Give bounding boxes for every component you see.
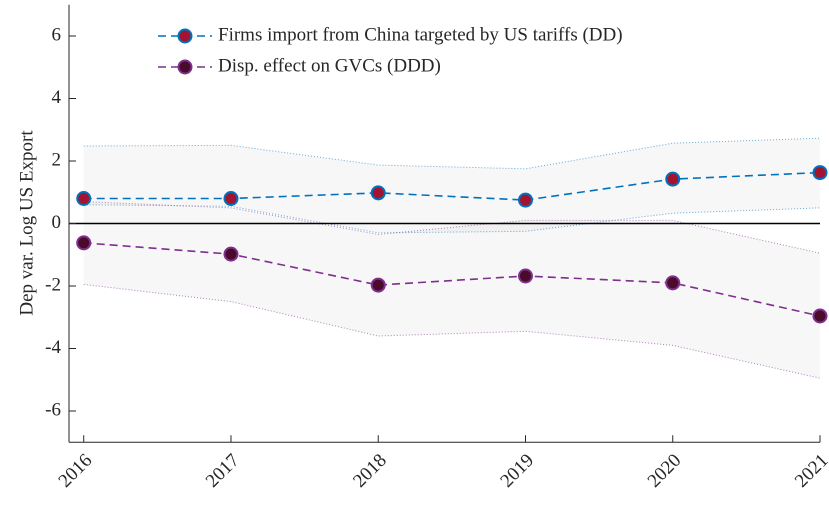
data-point: [517, 192, 533, 208]
legend-label: Firms import from China targeted by US t…: [218, 24, 623, 45]
data-point: [223, 191, 239, 206]
data-point: [812, 165, 828, 181]
data-point: [370, 277, 386, 293]
confidence-bound: [83, 283, 821, 379]
series-line: [83, 242, 821, 317]
y-tick-label: 0: [52, 212, 62, 233]
y-tick-label: 4: [52, 87, 62, 108]
data-point: [76, 235, 92, 251]
data-point: [370, 185, 386, 201]
data-point: [665, 275, 681, 291]
series-line: [83, 171, 821, 201]
x-tick-label: 2016: [55, 450, 97, 492]
y-tick-label: -6: [45, 399, 61, 420]
legend-marker: [177, 28, 193, 44]
confidence-band: [83, 201, 821, 379]
y-axis-label: Dep var. Log US Export: [16, 130, 37, 316]
data-point: [665, 171, 681, 187]
data-point: [223, 246, 239, 262]
y-tick-label: -4: [45, 337, 61, 358]
x-tick-label: 2021: [791, 450, 829, 492]
y-tick-label: 2: [52, 149, 62, 170]
confidence-bound: [83, 137, 821, 170]
y-tick-label: -2: [45, 274, 61, 295]
x-tick-label: 2018: [349, 450, 391, 492]
x-tick-label: 2019: [496, 450, 538, 492]
legend-marker: [177, 59, 193, 75]
confidence-band: [83, 138, 821, 233]
data-point: [812, 308, 828, 324]
data-point: [76, 191, 92, 206]
x-tick-label: 2020: [644, 450, 686, 492]
data-point: [517, 268, 533, 284]
legend-label: Disp. effect on GVCs (DDD): [218, 55, 441, 76]
x-tick-label: 2017: [202, 450, 244, 492]
y-tick-label: 6: [52, 24, 62, 45]
